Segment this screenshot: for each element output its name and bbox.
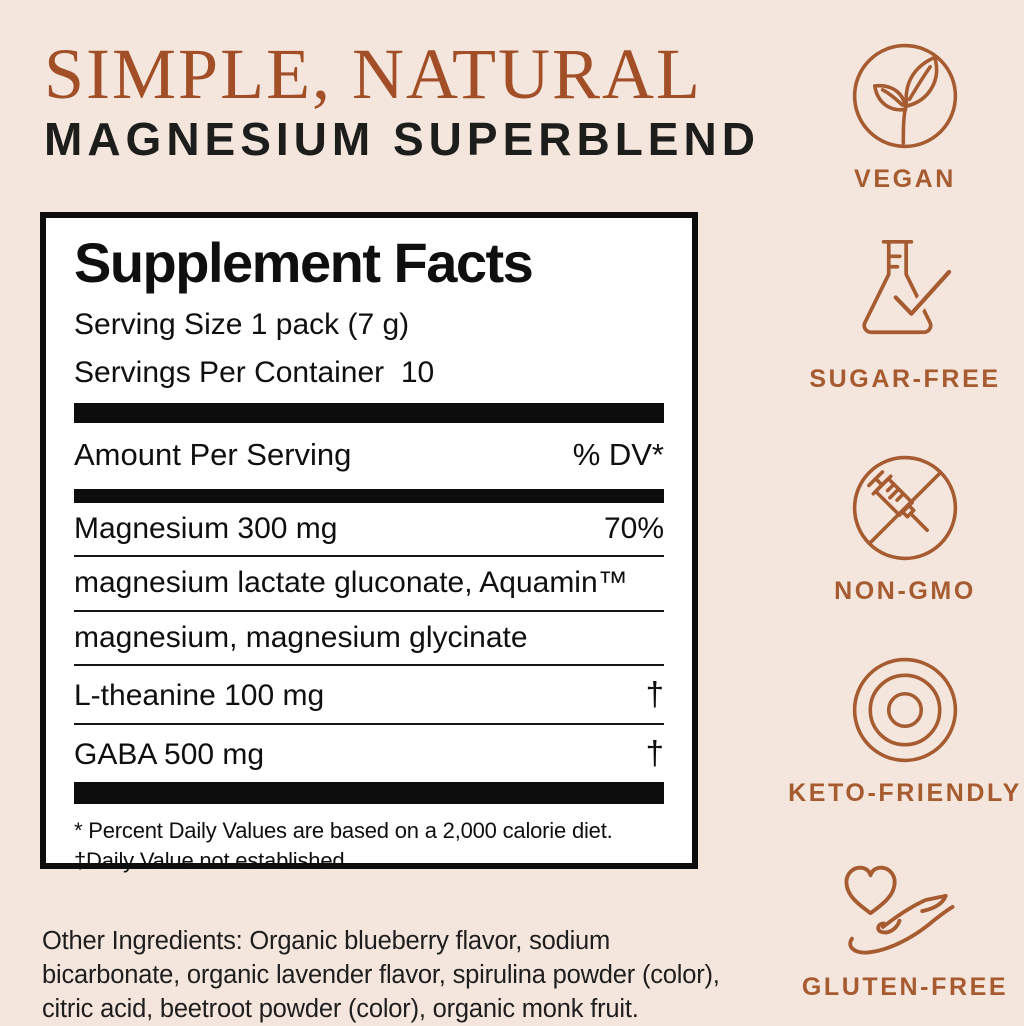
other-ingredients-line: citric acid, beetroot powder (color), or…	[42, 994, 639, 1023]
badge-label: KETO-FRIENDLY	[788, 779, 1022, 807]
badge-label: NON-GMO	[834, 577, 976, 605]
badge-label: SUGAR-FREE	[809, 365, 1001, 393]
badge-gluten-free: GLUTEN-FREE	[786, 858, 1024, 1002]
facts-footnotes: * Percent Daily Values are based on a 2,…	[74, 804, 664, 875]
nutrient-row-gaba: GABA 500 mg †	[74, 722, 664, 782]
nutrient-name: magnesium lactate gluconate, Aquamin™	[74, 566, 628, 600]
badge-label: GLUTEN-FREE	[801, 973, 1009, 1001]
facts-column-headers: Amount Per Serving % DV*	[74, 423, 664, 489]
nutrient-row-magnesium: Magnesium 300 mg 70%	[74, 503, 664, 556]
badge-non-gmo: NON-GMO	[786, 452, 1024, 606]
non-gmo-crossed-syringe-icon	[852, 455, 958, 561]
nutrient-row-l-theanine: L-theanine 100 mg †	[74, 664, 664, 723]
nutrient-row-magnesium-sources-1: magnesium lactate gluconate, Aquamin™	[74, 555, 664, 610]
divider-medium	[74, 488, 664, 503]
sugar-free-flask-check-icon	[862, 239, 956, 335]
badge-sugar-free: SUGAR-FREE	[786, 236, 1024, 394]
nutrient-dv: †	[645, 733, 664, 771]
gluten-free-hand-heart-icon	[844, 865, 955, 955]
keto-concentric-circles-icon	[852, 657, 958, 763]
nutrient-dv: 70%	[603, 511, 664, 545]
vegan-leaf-icon	[852, 43, 958, 149]
nutrient-row-magnesium-sources-2: magnesium, magnesium glycinate	[74, 609, 664, 665]
percent-dv-header: % DV*	[572, 436, 664, 472]
nutrient-name: L-theanine 100 mg	[74, 679, 325, 713]
other-ingredients-line: bicarbonate, organic lavender flavor, sp…	[42, 960, 720, 989]
facts-title: Supplement Facts	[74, 231, 534, 294]
nutrient-dv: †	[645, 675, 664, 713]
page-title: SIMPLE, NATURAL	[44, 34, 703, 114]
footnote-daily-value: †Daily Value not established.	[74, 848, 351, 874]
nutrient-name: magnesium, magnesium glycinate	[74, 620, 528, 654]
nutrient-name: Magnesium 300 mg	[74, 511, 338, 545]
serving-size: Serving Size 1 pack (7 g)	[74, 307, 410, 341]
badge-label: VEGAN	[854, 165, 956, 193]
badge-keto-friendly: KETO-FRIENDLY	[786, 654, 1024, 808]
divider-thick	[74, 402, 664, 423]
page-subtitle: MAGNESIUM SUPERBLEND	[44, 113, 760, 165]
other-ingredients-text: Other Ingredients: Organic blueberry fla…	[42, 924, 782, 1026]
other-ingredients-line: Other Ingredients: Organic blueberry fla…	[42, 926, 611, 955]
supplement-facts-panel: Supplement Facts Serving Size 1 pack (7 …	[40, 212, 698, 873]
footnote-percent-dv: * Percent Daily Values are based on a 2,…	[74, 818, 613, 844]
divider-thick-bottom	[74, 782, 664, 805]
servings-per-container: Servings Per Container 10	[74, 355, 435, 389]
nutrient-name: GABA 500 mg	[74, 737, 265, 771]
badge-vegan: VEGAN	[786, 40, 1024, 194]
amount-per-serving-header: Amount Per Serving	[74, 436, 352, 472]
